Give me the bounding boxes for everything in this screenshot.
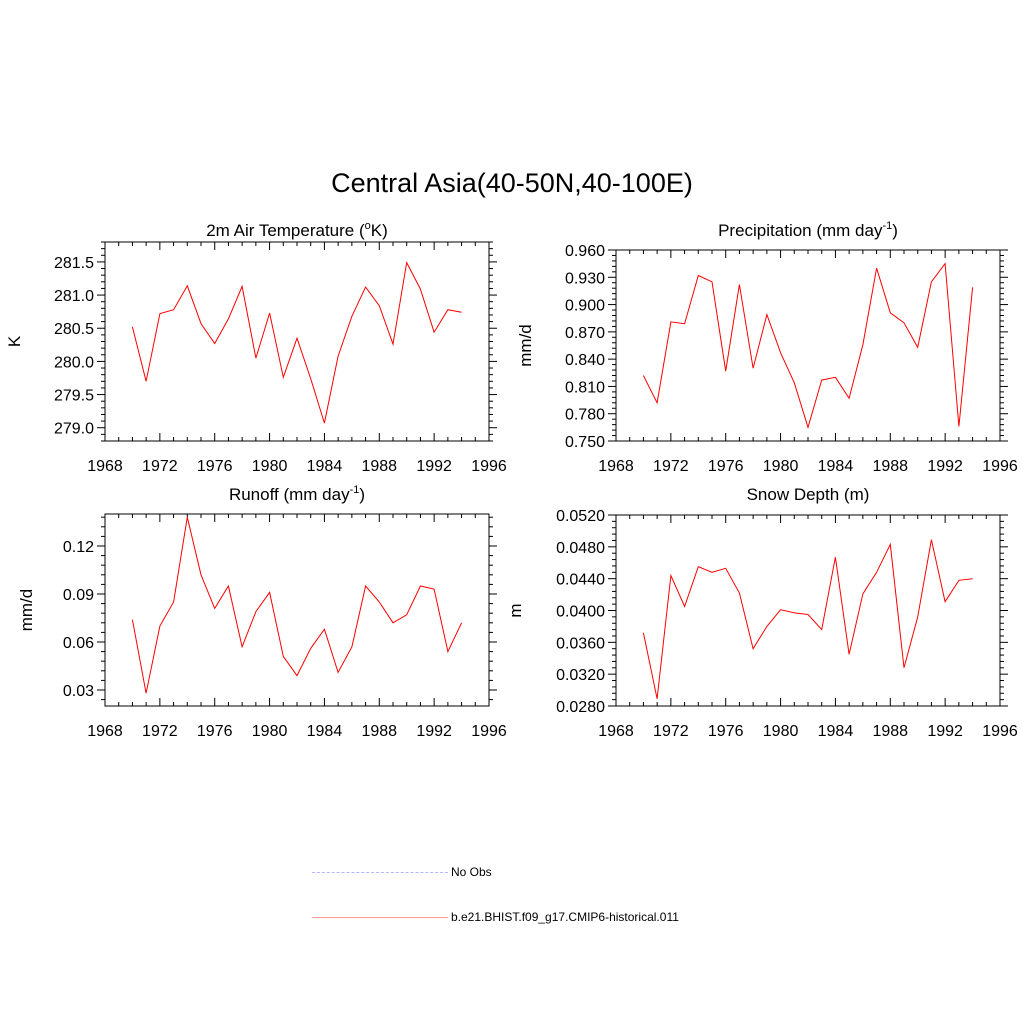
y-tick-label: 0.0440 xyxy=(556,572,605,589)
panel-title-superscript: -1 xyxy=(882,220,892,232)
panel-title-text-end: K) xyxy=(371,221,388,240)
figure-title: Central Asia(40-50N,40-100E) xyxy=(331,168,693,198)
y-axis-label: mm/d xyxy=(17,589,36,632)
x-tick-label: 1988 xyxy=(872,723,908,740)
x-tick-label: 1968 xyxy=(598,458,634,475)
x-tick-label: 1992 xyxy=(416,723,452,740)
y-tick-label: 0.0280 xyxy=(556,699,605,716)
plot-frame xyxy=(615,249,1001,442)
x-tick-label: 1968 xyxy=(598,723,634,740)
x-tick-label: 1972 xyxy=(142,458,178,475)
x-tick-label: 1988 xyxy=(872,458,908,475)
chart-panel-3: 1968 1972 1976 1980 1984 1988 1992 1996 0.03 0.06… xyxy=(17,484,507,740)
panel-title-superscript: -1 xyxy=(350,484,360,496)
x-tick-label: 1980 xyxy=(763,723,799,740)
x-tick-label: 1984 xyxy=(818,723,854,740)
y-tick-label: 0.0520 xyxy=(556,508,605,525)
x-tick-label: 1984 xyxy=(818,458,854,475)
x-tick-label: 1972 xyxy=(653,723,689,740)
x-tick-label: 1984 xyxy=(307,723,343,740)
panel-title-superscript: o xyxy=(365,220,371,232)
chart-panel-2: 1968 1972 1976 1980 1984 1988 1992 1996 0.750 0.7… xyxy=(516,220,1018,475)
x-tick-label: 1972 xyxy=(142,723,178,740)
y-tick-label: 0.09 xyxy=(63,587,94,604)
plot-frame xyxy=(104,241,490,442)
x-tick-label: 1992 xyxy=(927,723,963,740)
x-tick-label: 1996 xyxy=(471,723,507,740)
x-tick-label: 1976 xyxy=(197,723,233,740)
legend-swatch-solid xyxy=(312,917,448,918)
x-tick-label: 1988 xyxy=(361,723,397,740)
panel-title-text-end: ) xyxy=(892,221,898,240)
legend-swatch-dashed xyxy=(312,872,448,873)
y-tick-label: 0.0400 xyxy=(556,604,605,621)
x-tick-label: 1980 xyxy=(252,723,288,740)
series-line xyxy=(642,262,974,430)
legend-label-no-obs: No Obs xyxy=(451,865,492,879)
y-tick-label: 0.0320 xyxy=(556,667,605,684)
y-axis-label: K xyxy=(5,335,24,347)
x-tick-label: 1996 xyxy=(982,458,1018,475)
y-tick-label: 0.930 xyxy=(565,270,605,287)
panel-title-text-end: ) xyxy=(359,485,365,504)
panel-title-text: Snow Depth (m) xyxy=(747,485,870,504)
x-tick-label: 1972 xyxy=(653,458,689,475)
y-tick-label: 0.960 xyxy=(565,243,605,260)
panel-title-text: 2m Air Temperature ( xyxy=(206,221,365,240)
panel-title-text: Precipitation (mm day xyxy=(718,221,883,240)
panel-title: Runoff (mm day-1) xyxy=(229,484,365,504)
series-line xyxy=(131,261,462,424)
x-tick-label: 1980 xyxy=(763,458,799,475)
legend-entry-no-obs: No Obs xyxy=(312,865,732,881)
legend-label-model: b.e21.BHIST.f09_g17.CMIP6-historical.011 xyxy=(451,910,679,924)
y-tick-label: 281.5 xyxy=(54,255,94,272)
x-tick-label: 1968 xyxy=(87,723,123,740)
y-tick-label: 0.780 xyxy=(565,407,605,424)
y-tick-label: 0.06 xyxy=(63,635,94,652)
chart-panel-1: 1968 1972 1976 1980 1984 1988 1992 1996 279.0 279… xyxy=(5,220,507,475)
y-tick-label: 0.03 xyxy=(63,683,94,700)
y-tick-label: 279.0 xyxy=(54,421,94,438)
panel-title: Snow Depth (m) xyxy=(747,485,870,504)
panel-title: 2m Air Temperature (oK) xyxy=(206,220,388,240)
series-line xyxy=(642,539,973,699)
x-tick-label: 1984 xyxy=(307,458,343,475)
y-tick-label: 279.5 xyxy=(54,388,94,405)
panel-title-text: Runoff (mm day xyxy=(229,485,350,504)
x-tick-label: 1980 xyxy=(252,458,288,475)
y-tick-label: 281.0 xyxy=(54,288,94,305)
y-tick-label: 0.0360 xyxy=(556,635,605,652)
plot-frame xyxy=(104,513,490,707)
x-tick-label: 1976 xyxy=(197,458,233,475)
y-tick-label: 0.810 xyxy=(565,379,605,396)
y-axis-label: m xyxy=(506,603,525,617)
y-tick-label: 280.5 xyxy=(54,321,94,338)
x-tick-label: 1988 xyxy=(361,458,397,475)
legend-entry-model: b.e21.BHIST.f09_g17.CMIP6-historical.011 xyxy=(312,910,732,926)
plot-frame xyxy=(615,514,1001,707)
y-tick-label: 0.0480 xyxy=(556,540,605,557)
x-tick-label: 1976 xyxy=(708,723,744,740)
series-line xyxy=(131,517,463,694)
chart-panel-4: 1968 1972 1976 1980 1984 1988 1992 1996 0.0280 0.… xyxy=(506,485,1018,740)
y-tick-label: 0.750 xyxy=(565,434,605,451)
y-tick-label: 0.900 xyxy=(565,298,605,315)
x-tick-label: 1968 xyxy=(87,458,123,475)
x-tick-label: 1996 xyxy=(982,723,1018,740)
panel-title: Precipitation (mm day-1) xyxy=(718,220,898,240)
y-tick-label: 0.840 xyxy=(565,352,605,369)
y-tick-label: 0.870 xyxy=(565,325,605,342)
y-tick-label: 280.0 xyxy=(54,354,94,371)
y-tick-label: 0.12 xyxy=(63,539,94,556)
y-axis-label: mm/d xyxy=(516,324,535,367)
x-tick-label: 1976 xyxy=(708,458,744,475)
x-tick-label: 1992 xyxy=(927,458,963,475)
x-tick-label: 1996 xyxy=(471,458,507,475)
x-tick-label: 1992 xyxy=(416,458,452,475)
